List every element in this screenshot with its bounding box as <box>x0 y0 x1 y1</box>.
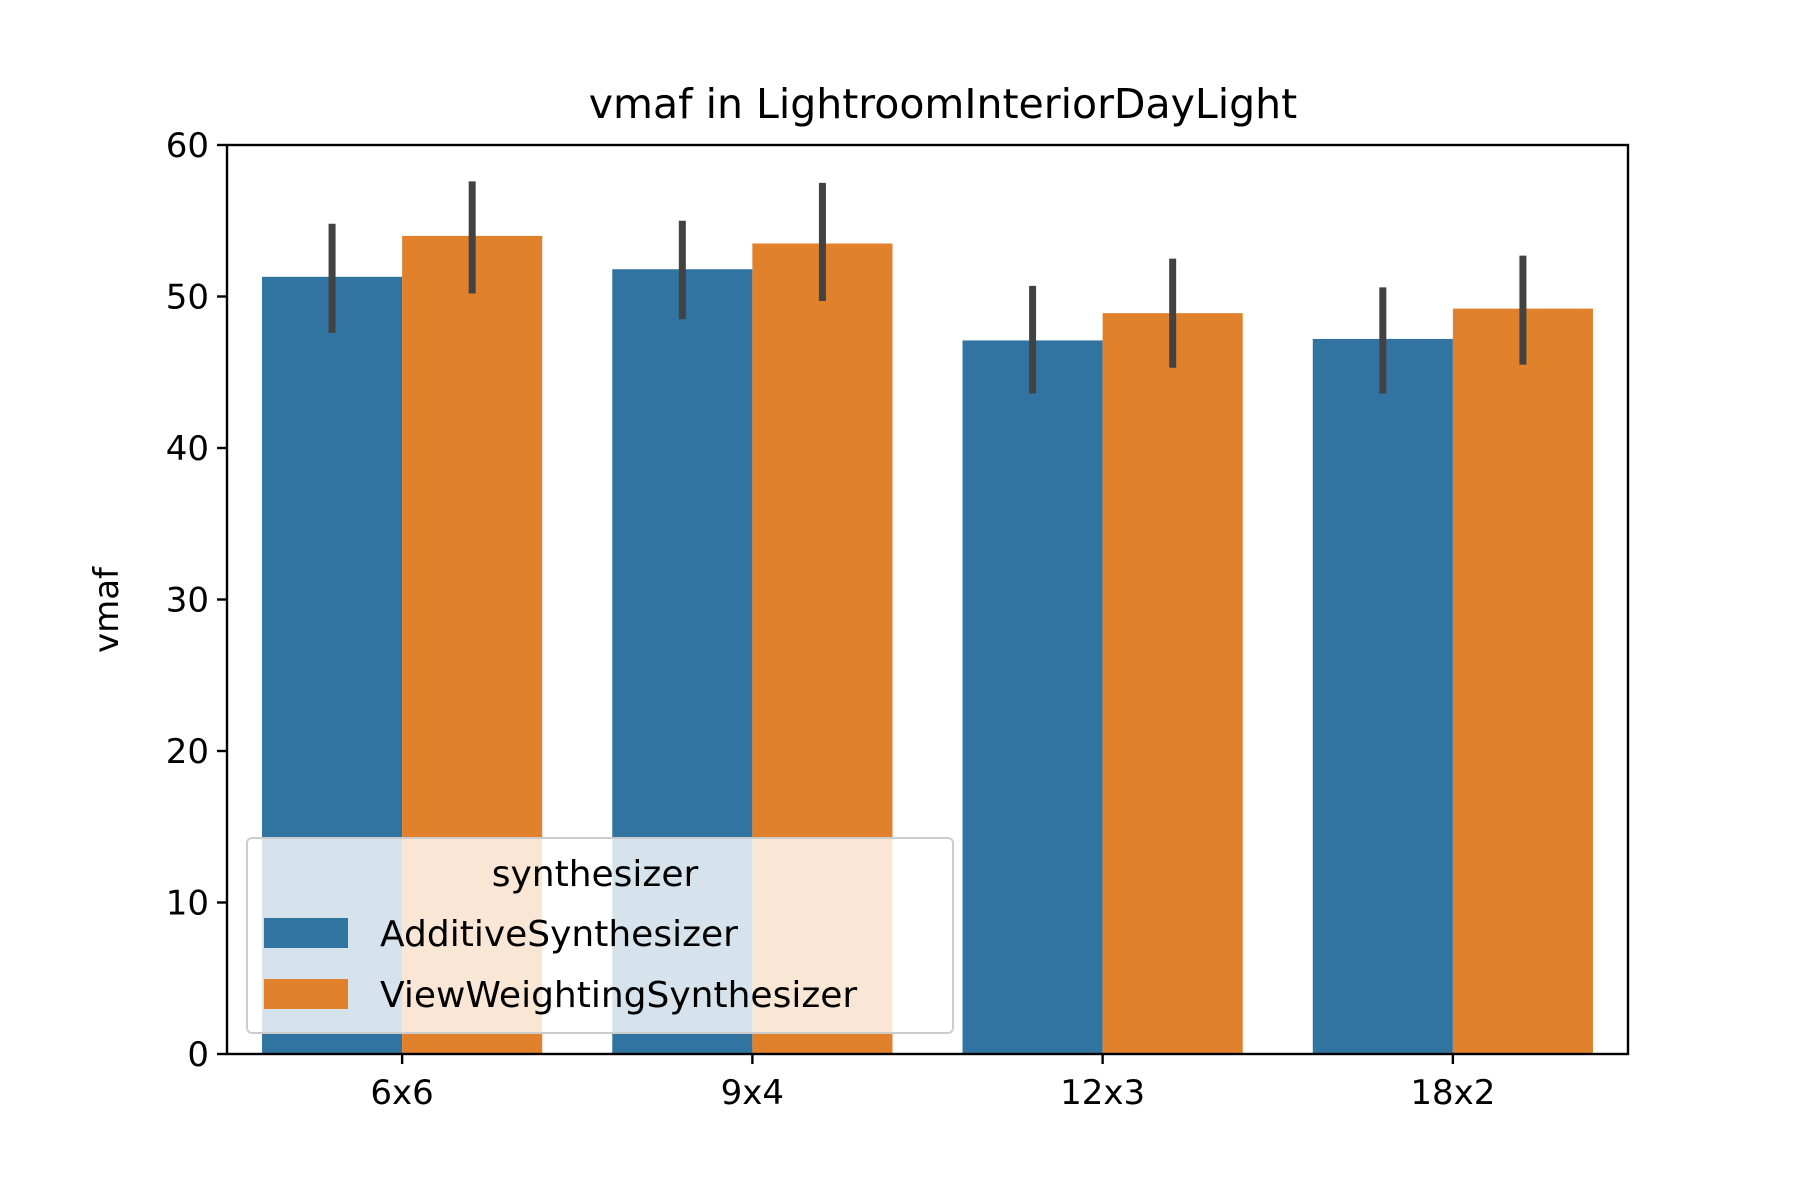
axes-layer: 0 10 20 30 40 50 60 6x6 9x4 12x3 18x2 <box>166 126 1630 1113</box>
bar-18x2-ViewWeightingSynthesizer <box>1452 308 1593 1054</box>
legend-swatch-ViewWeightingSynthesizer <box>264 979 348 1009</box>
error-bars-layer <box>328 181 1527 394</box>
legend-box <box>246 837 954 1034</box>
legend: synthesizer AdditiveSynthesizer ViewWeight… <box>246 837 954 1034</box>
legend-swatch-AdditiveSynthesizer <box>264 918 348 948</box>
legend-label-ViewWeightingSynthesizer: ViewWeightingSynthesizer <box>380 975 857 1016</box>
y-tick-label-30: 30 <box>166 581 209 621</box>
x-tick-label-12x3: 12x3 <box>1060 1073 1145 1113</box>
y-axis-label: vmaf <box>87 566 127 653</box>
legend-label-AdditiveSynthesizer: AdditiveSynthesizer <box>380 914 738 955</box>
y-tick-label-0: 0 <box>187 1035 209 1075</box>
y-tick-label-20: 20 <box>166 732 209 772</box>
y-tick-label-60: 60 <box>166 126 209 166</box>
x-tick-label-9x4: 9x4 <box>721 1073 784 1113</box>
y-tick-label-40: 40 <box>166 429 209 469</box>
y-tick-label-10: 10 <box>166 884 209 924</box>
bar-12x3-ViewWeightingSynthesizer <box>1102 313 1243 1054</box>
bar-18x2-AdditiveSynthesizer <box>1312 338 1453 1054</box>
legend-title: synthesizer <box>492 854 699 895</box>
bar-12x3-AdditiveSynthesizer <box>962 340 1103 1054</box>
x-tick-label-18x2: 18x2 <box>1410 1073 1495 1113</box>
y-tick-label-50: 50 <box>166 278 209 318</box>
chart-title: vmaf in LightroomInteriorDayLight <box>589 80 1297 128</box>
x-tick-label-6x6: 6x6 <box>370 1073 433 1113</box>
